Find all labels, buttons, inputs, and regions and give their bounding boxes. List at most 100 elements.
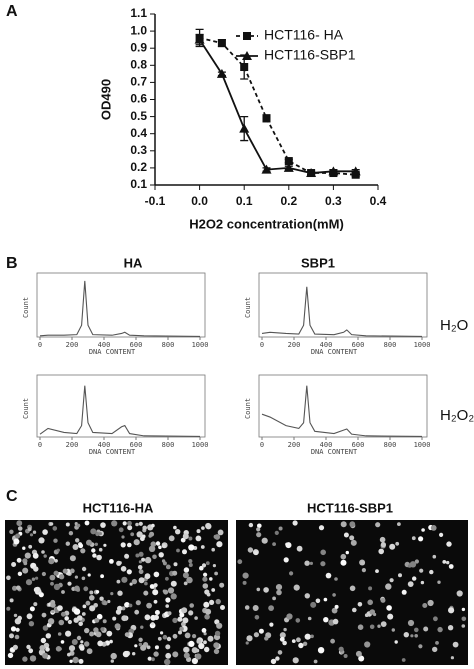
cell <box>155 541 161 546</box>
cell <box>437 626 443 633</box>
cell <box>263 587 269 593</box>
x-tick-label: 0.2 <box>280 194 297 208</box>
column-title: SBP1 <box>301 255 335 270</box>
cell <box>153 651 159 657</box>
cell <box>17 526 23 531</box>
cell <box>9 598 14 603</box>
cell <box>389 578 394 583</box>
cell <box>151 523 155 528</box>
histogram-trace <box>39 280 201 337</box>
cell <box>58 619 65 626</box>
cell <box>29 533 34 537</box>
cell <box>144 556 152 564</box>
cell <box>78 658 84 664</box>
cell <box>170 593 177 600</box>
x-tick-label: 0.0 <box>191 194 208 208</box>
cell <box>84 627 90 634</box>
cell <box>95 590 100 594</box>
cell <box>65 541 71 546</box>
cell <box>11 562 17 567</box>
cell <box>41 571 47 577</box>
column-title: HA <box>124 255 143 270</box>
cell <box>138 642 143 647</box>
x-tick-label: 600 <box>352 441 365 449</box>
cell <box>167 587 175 594</box>
cell <box>357 624 364 630</box>
cell <box>112 616 117 621</box>
cell <box>58 574 65 580</box>
cell <box>89 590 94 595</box>
x-tick-label: 200 <box>288 341 301 349</box>
cell <box>74 585 80 592</box>
cell <box>211 547 215 552</box>
cell <box>116 560 122 566</box>
cell <box>100 522 106 528</box>
cell <box>10 626 17 632</box>
cell <box>85 600 91 606</box>
cell <box>183 646 190 653</box>
cell <box>214 630 221 637</box>
marker <box>217 39 226 48</box>
cell <box>26 613 33 620</box>
x-tick-label: 1000 <box>414 441 431 449</box>
x-tick-label: 400 <box>320 441 333 449</box>
cell <box>153 614 159 621</box>
cell <box>57 632 62 636</box>
cell <box>313 659 318 664</box>
cell <box>28 648 34 654</box>
cell <box>33 566 39 572</box>
cell <box>124 602 130 608</box>
cell <box>51 609 55 614</box>
cell <box>87 573 91 577</box>
y-tick-label: 1.0 <box>130 23 147 37</box>
cell <box>94 617 100 623</box>
panel-label: A <box>6 3 18 20</box>
cell <box>134 644 138 648</box>
cell <box>331 607 338 614</box>
cell <box>140 644 147 651</box>
cell <box>129 582 133 586</box>
cell <box>138 637 143 642</box>
cell <box>202 583 209 589</box>
cell <box>279 632 286 639</box>
cell <box>205 523 212 530</box>
cell <box>430 525 437 531</box>
cell <box>184 632 191 639</box>
cell <box>340 559 347 566</box>
histogram-trace <box>261 286 423 337</box>
cell <box>170 580 177 587</box>
cell <box>64 616 69 621</box>
cell <box>257 523 262 529</box>
cell <box>203 572 208 577</box>
cell <box>120 542 126 548</box>
marker <box>306 168 317 178</box>
cell <box>50 581 54 586</box>
cell <box>62 568 68 574</box>
cell <box>118 527 124 533</box>
cell <box>53 583 61 591</box>
cell <box>377 624 381 628</box>
cell <box>9 529 14 534</box>
cell <box>398 573 402 578</box>
cell <box>192 634 197 639</box>
cell <box>67 652 71 657</box>
cell <box>130 532 135 537</box>
cell <box>195 535 202 542</box>
cell <box>447 625 454 631</box>
panel-label: B <box>6 255 18 272</box>
cell <box>253 632 259 638</box>
cell <box>245 641 249 645</box>
cell <box>114 623 121 630</box>
cell <box>186 576 193 584</box>
cell <box>94 542 99 546</box>
cell <box>127 520 132 526</box>
cell <box>212 564 216 568</box>
cell <box>13 538 20 545</box>
cell <box>343 654 348 658</box>
cell <box>172 651 179 658</box>
cell <box>153 599 158 604</box>
cell <box>160 631 164 635</box>
cell <box>54 559 58 563</box>
cell <box>188 563 193 567</box>
cell <box>349 535 355 541</box>
